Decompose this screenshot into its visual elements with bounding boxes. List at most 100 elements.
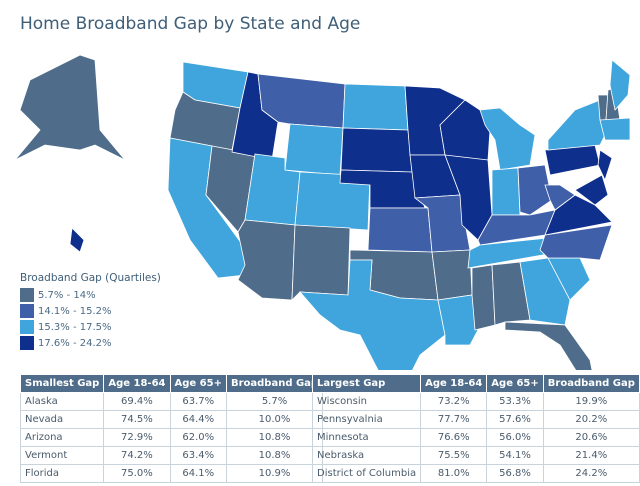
column-header: Age 18-64 bbox=[420, 374, 488, 393]
table-cell: 24.2% bbox=[542, 464, 640, 483]
state-ks bbox=[367, 207, 433, 253]
table-cell: 69.4% bbox=[103, 392, 171, 411]
state-nc bbox=[539, 224, 613, 261]
legend-swatch bbox=[20, 336, 34, 350]
table-cell: 73.2% bbox=[420, 392, 488, 411]
us-map bbox=[14, 54, 631, 370]
legend-swatch bbox=[20, 288, 34, 302]
table-row: Wisconsin 73.2% 53.3% 19.9% bbox=[311, 392, 640, 411]
state-md bbox=[574, 174, 609, 206]
legend-label: 5.7% - 14% bbox=[38, 289, 96, 301]
table-cell: 62.0% bbox=[169, 428, 227, 447]
state-al bbox=[491, 261, 531, 326]
legend-label: 14.1% - 15.2% bbox=[38, 305, 112, 317]
table-cell: Nevada bbox=[19, 410, 105, 429]
table-cell: 64.4% bbox=[169, 410, 227, 429]
table-row: Vermont 74.2% 63.4% 10.8% bbox=[19, 446, 324, 465]
state-tx bbox=[299, 259, 446, 370]
table-cell: Florida bbox=[19, 464, 105, 483]
table-cell: Vermont bbox=[19, 446, 105, 465]
legend: Broadband Gap (Quartiles) 5.7% - 14% 14.1… bbox=[20, 272, 161, 351]
column-header: Age 65+ bbox=[486, 374, 544, 393]
table-cell: 5.7% bbox=[225, 392, 324, 411]
legend-item: 17.6% - 24.2% bbox=[20, 335, 161, 351]
state-ga bbox=[519, 257, 571, 326]
table-cell: 10.8% bbox=[225, 446, 324, 465]
table-cell: 74.2% bbox=[103, 446, 171, 465]
state-in bbox=[491, 167, 521, 216]
table-cell: 77.7% bbox=[420, 410, 488, 429]
table-cell: 54.1% bbox=[486, 446, 544, 465]
legend-swatch bbox=[20, 304, 34, 318]
legend-title: Broadband Gap (Quartiles) bbox=[20, 272, 161, 284]
legend-item: 14.1% - 15.2% bbox=[20, 303, 161, 319]
legend-item: 15.3% - 17.5% bbox=[20, 319, 161, 335]
page-title: Home Broadband Gap by State and Age bbox=[20, 14, 361, 34]
table-row: District of Columbia 81.0% 56.8% 24.2% bbox=[311, 464, 640, 483]
column-header: Age 18-64 bbox=[103, 374, 171, 393]
table-cell: 56.8% bbox=[486, 464, 544, 483]
table-cell: 72.9% bbox=[103, 428, 171, 447]
column-header: Broadband Gap bbox=[225, 374, 324, 393]
table-row: Alaska 69.4% 63.7% 5.7% bbox=[19, 392, 324, 411]
table-cell: Wisconsin bbox=[311, 392, 422, 411]
table-row: Minnesota 76.6% 56.0% 20.6% bbox=[311, 428, 640, 447]
state-mi bbox=[479, 107, 536, 171]
state-wv bbox=[544, 184, 576, 211]
state-ny bbox=[547, 99, 606, 151]
legend-label: 15.3% - 17.5% bbox=[38, 321, 112, 333]
table-cell: 75.5% bbox=[420, 446, 488, 465]
legend-item: 5.7% - 14% bbox=[20, 287, 161, 303]
table-cell: 10.8% bbox=[225, 428, 324, 447]
state-hi bbox=[69, 227, 85, 253]
table-cell: Minnesota bbox=[311, 428, 422, 447]
state-nd bbox=[342, 83, 409, 131]
table-cell: 81.0% bbox=[420, 464, 488, 483]
table-cell: 75.0% bbox=[103, 464, 171, 483]
table-cell: District of Columbia bbox=[311, 464, 422, 483]
table-row: Arizona 72.9% 62.0% 10.8% bbox=[19, 428, 324, 447]
state-az bbox=[237, 219, 296, 301]
table-row: Nevada 74.5% 64.4% 10.0% bbox=[19, 410, 324, 429]
table-cell: 10.9% bbox=[225, 464, 324, 483]
header-row: Smallest Gap Age 18-64 Age 65+ Broadband Ga… bbox=[19, 374, 324, 393]
smallest-gap-table: Smallest Gap Age 18-64 Age 65+ Broadband Ga… bbox=[19, 374, 324, 483]
state-la bbox=[437, 294, 479, 346]
state-ak bbox=[14, 54, 126, 161]
largest-gap-table: Largest Gap Age 18-64 Age 65+ Broadband Gap… bbox=[311, 374, 640, 483]
table-cell: Pennsyvalnia bbox=[311, 410, 422, 429]
table-cell: 56.0% bbox=[486, 428, 544, 447]
table-cell: 64.1% bbox=[169, 464, 227, 483]
table-cell: 20.2% bbox=[542, 410, 640, 429]
table-cell: 19.9% bbox=[542, 392, 640, 411]
column-header: Broadband Gap bbox=[542, 374, 640, 393]
table-cell: Arizona bbox=[19, 428, 105, 447]
legend-label: 17.6% - 24.2% bbox=[38, 337, 112, 349]
table-cell: 76.6% bbox=[420, 428, 488, 447]
table-row: Florida 75.0% 64.1% 10.9% bbox=[19, 464, 324, 483]
table-cell: 63.4% bbox=[169, 446, 227, 465]
state-ms bbox=[471, 264, 496, 331]
state-me bbox=[609, 59, 631, 111]
table-cell: 74.5% bbox=[103, 410, 171, 429]
table-cell: 10.0% bbox=[225, 410, 324, 429]
table-row: Pennsyvalnia 77.7% 57.6% 20.2% bbox=[311, 410, 640, 429]
state-sd bbox=[340, 127, 413, 173]
header-row: Largest Gap Age 18-64 Age 65+ Broadband Gap bbox=[311, 374, 640, 393]
state-fl bbox=[504, 321, 593, 370]
table-cell: 21.4% bbox=[542, 446, 640, 465]
table-cell: Nebraska bbox=[311, 446, 422, 465]
table-cell: 53.3% bbox=[486, 392, 544, 411]
state-nm bbox=[291, 224, 351, 302]
table-cell: 63.7% bbox=[169, 392, 227, 411]
state-ar bbox=[431, 249, 473, 301]
state-oh bbox=[517, 164, 553, 216]
state-ky bbox=[477, 209, 556, 246]
column-header: Largest Gap bbox=[311, 374, 422, 393]
state-ma bbox=[599, 117, 631, 141]
table-cell: Alaska bbox=[19, 392, 105, 411]
column-header: Age 65+ bbox=[169, 374, 227, 393]
column-header: Smallest Gap bbox=[19, 374, 105, 393]
table-row: Nebraska 75.5% 54.1% 21.4% bbox=[311, 446, 640, 465]
state-wy bbox=[284, 123, 344, 176]
